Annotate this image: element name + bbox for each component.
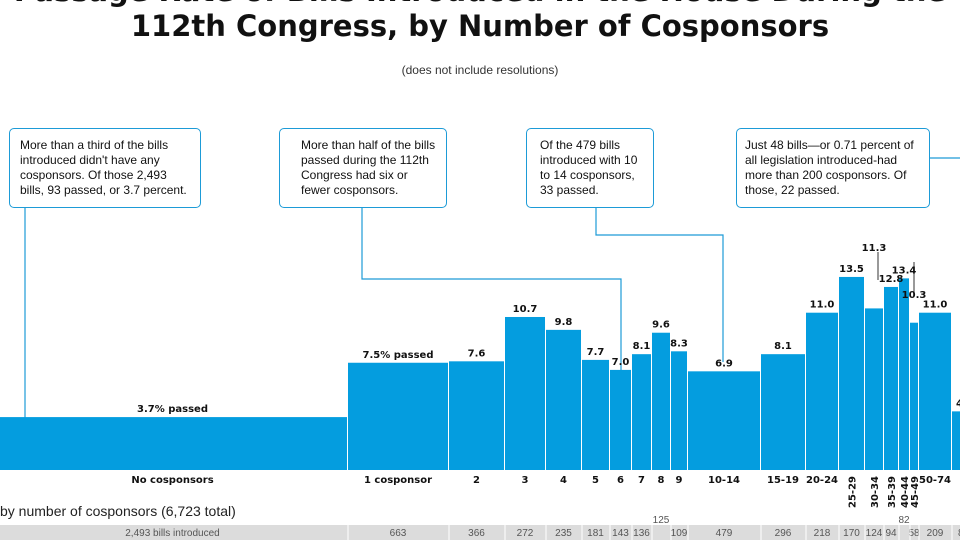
bar-No cosponsors [0,417,347,470]
category-label: 3 [522,475,529,486]
bar-40-44 [899,278,909,470]
bills-count: 663 [390,528,407,539]
bar-10-14 [688,371,760,470]
bills-count: 85 [958,528,960,539]
value-label: 13.4 [892,265,917,276]
chart-title: Passage Rate of Bills Introduced in the … [14,0,946,43]
bar-8 [652,332,670,470]
bar-20-24 [806,312,838,470]
category-label: 9 [676,475,683,486]
bar-35-39 [884,286,898,470]
bills-count: 296 [775,528,792,539]
bar-15-19 [761,354,805,470]
category-labels: No cosponsors 1 cosponsor 2 3 4 5 6 7 8 9 10-14 15-… [131,475,960,508]
category-label: 50-74 [919,475,951,486]
value-label: 7.6 [468,348,486,359]
value-label: 6.9 [715,358,733,369]
value-label: 13.5 [839,264,864,275]
category-label: 45-49 [910,476,921,508]
bills-count: 218 [814,528,831,539]
value-label: 8.1 [774,341,792,352]
bills-count: 136 [633,528,650,539]
bar-25-29 [839,276,864,470]
bills-introduced-row: 2,493 bills introduced 663 366 272 235 181 143… [0,515,960,540]
category-label: 25-29 [848,476,859,508]
annotation-connector [595,208,724,362]
value-label: 9.8 [555,317,573,328]
bills-count: 181 [587,528,604,539]
value-label: 4.1 [956,398,960,409]
value-label: 11.0 [923,300,948,311]
bar-5 [582,359,609,470]
bar-3 [505,316,545,470]
value-label: 11.3 [862,243,887,254]
category-label: 15-19 [767,475,799,486]
bills-count: 235 [555,528,572,539]
bar-7 [632,354,651,470]
category-label: 8 [658,475,665,486]
bar-1 cosponsor [348,362,448,470]
category-label: 1 cosponsor [364,475,432,486]
annotation-over-200: Just 48 bills—or 0.71 percent of all leg… [736,128,930,208]
bills-count: 124 [866,528,883,539]
category-label: 5 [592,475,599,486]
category-label: 10-14 [708,475,740,486]
value-label: 7.0 [612,357,630,368]
value-label: 10.7 [513,304,538,315]
category-label: 4 [560,475,567,486]
bar-50-74 [919,312,951,470]
annotation-connector [361,208,622,372]
value-label: 11.0 [810,300,835,311]
bills-count: 82 [898,515,910,526]
bar-45-49 [910,322,918,470]
value-label: 8.3 [670,338,688,349]
bar-9 [671,351,687,470]
category-label: No cosponsors [131,475,213,486]
bills-count: 209 [927,528,944,539]
value-label: 10.3 [902,290,927,301]
bar-30-34 [865,308,883,470]
category-label: 20-24 [806,475,838,486]
value-label: 7.7 [587,347,605,358]
annotation-connectors [24,157,960,418]
bar-4 [546,329,581,470]
bills-count: 109 [671,528,688,539]
bills-count: 58 [908,528,920,539]
bills-count: 2,493 bills introduced [125,528,220,539]
bills-count: 479 [716,528,733,539]
category-label: 2 [473,475,480,486]
bars [0,276,960,470]
bar-2 [449,361,504,470]
annotation-no-cosponsors: More than a third of the bills introduce… [9,128,201,208]
count-row-background [0,525,960,540]
category-label: 6 [617,475,624,486]
value-label: 3.7% passed [137,404,208,415]
chart-subtitle: (does not include resolutions) [401,63,559,77]
bottom-label: by number of cosponsors (6,723 total) [0,503,236,519]
bills-count: 170 [843,528,860,539]
category-label: 7 [638,475,645,486]
bills-count: 366 [468,528,485,539]
category-label: 35-39 [887,476,898,508]
category-label: 40-44 [900,476,911,508]
value-label: 7.5% passed [363,350,434,361]
bills-count: 143 [612,528,629,539]
bills-count: 272 [517,528,534,539]
bills-count: 125 [653,515,670,526]
value-label: 8.1 [633,341,651,352]
bar-6 [610,369,631,470]
bills-count: 94 [885,528,897,539]
value-label: 12.8 [879,274,904,285]
category-label: 30-34 [870,476,881,508]
bar-75-99 [952,411,960,470]
annotation-six-or-fewer: More than half of the bills passed durin… [279,128,447,208]
value-label: 9.6 [652,320,670,331]
annotation-10-14: Of the 479 bills introduced with 10 to 1… [526,128,654,208]
